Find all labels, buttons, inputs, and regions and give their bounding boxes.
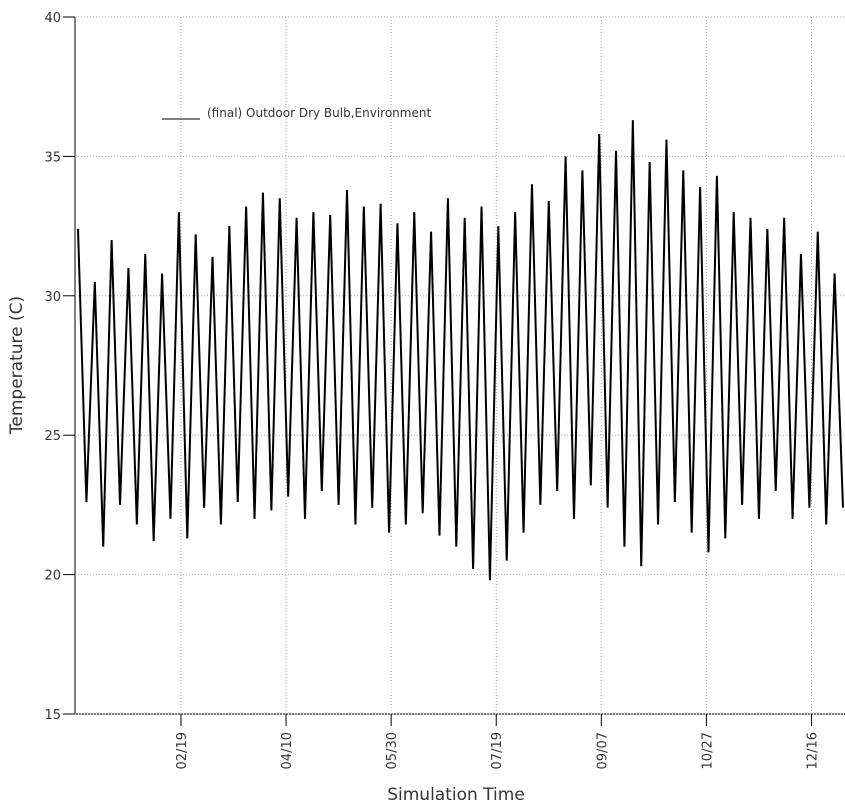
x-tick-label: 02/19 xyxy=(175,732,190,769)
x-tick-label: 05/30 xyxy=(385,732,400,769)
y-tick-label: 30 xyxy=(44,290,61,305)
legend-label: (final) Outdoor Dry Bulb,Environment xyxy=(207,106,431,120)
y-axis-label: Temperature (C) xyxy=(7,296,27,435)
y-tick-label: 20 xyxy=(44,569,61,584)
y-tick-label: 35 xyxy=(44,150,61,165)
x-tick-label: 07/19 xyxy=(490,732,505,769)
x-tick-label: 12/16 xyxy=(805,732,820,769)
x-tick-label: 04/10 xyxy=(280,732,295,769)
y-tick-label: 25 xyxy=(44,429,61,444)
data-line xyxy=(77,120,844,581)
y-tick-label: 40 xyxy=(44,11,61,26)
y-tick-label: 15 xyxy=(44,708,61,723)
x-tick-label: 10/27 xyxy=(700,732,715,769)
x-axis-label: Simulation Time xyxy=(387,785,525,805)
x-tick-label: 09/07 xyxy=(595,732,610,769)
